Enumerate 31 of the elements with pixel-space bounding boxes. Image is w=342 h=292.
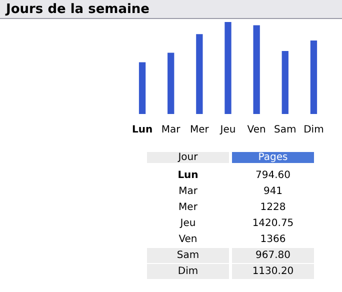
x-tick-label: Mer [190,124,210,136]
text: 1228 [232,200,314,216]
bar [168,52,174,114]
text: 1420.75 [232,216,314,232]
x-tick-label: Mar [161,124,182,136]
text: Sam [147,248,229,264]
text: Lun [147,168,229,184]
text: 967.80 [232,248,314,264]
bar [282,51,288,114]
text: Dim [147,264,229,280]
x-tick-label: Sam [274,124,296,136]
bar [310,40,318,114]
text: Ven [147,232,229,248]
bar [138,62,146,114]
bar [224,22,232,114]
text: Pages [232,152,314,164]
text: 1366 [232,232,314,248]
text: Jeu [147,216,229,232]
bar [253,25,260,114]
text: Jour [147,152,229,164]
text: Mar [147,184,229,200]
text: Mer [147,200,229,216]
chart-title: Jours de la semaine [0,0,342,19]
text: 941 [232,184,314,200]
x-tick-label: Lun [132,124,153,136]
x-tick-label: Ven [247,124,266,136]
text: 794.60 [232,168,314,184]
x-tick-label: Dim [304,124,324,136]
text: 1130.20 [232,264,314,280]
x-tick-label: Jeu [219,124,236,136]
bar [196,34,203,114]
